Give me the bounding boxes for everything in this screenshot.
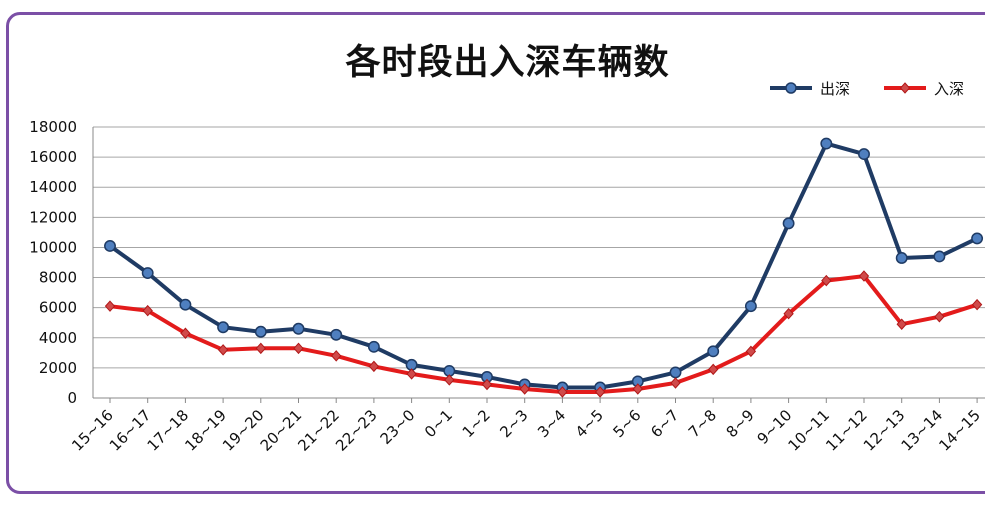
y-tick-label: 16000 xyxy=(29,148,77,166)
x-tick-label: 20~21 xyxy=(257,406,306,455)
data-point-rushen xyxy=(406,368,417,380)
y-tick-label: 12000 xyxy=(29,208,77,226)
data-point-rushen xyxy=(331,350,342,362)
data-point-rushen xyxy=(293,342,304,355)
x-tick-label: 1~2 xyxy=(459,406,494,441)
y-tick-label: 0 xyxy=(67,389,77,407)
x-tick-label: 4~5 xyxy=(572,406,607,441)
data-point-rushen xyxy=(368,360,380,373)
x-tick-label: 2~3 xyxy=(496,406,531,441)
x-tick-label: 15~16 xyxy=(68,406,117,455)
x-tick-label: 8~9 xyxy=(723,406,758,441)
x-tick-label: 6~7 xyxy=(647,406,682,441)
legend-label: 出深 xyxy=(820,80,850,98)
data-point-chushen xyxy=(820,137,833,150)
x-tick-label: 19~20 xyxy=(219,406,268,455)
x-tick-label: 16~17 xyxy=(106,406,155,455)
data-point-chushen xyxy=(179,298,192,311)
x-tick-label: 10~11 xyxy=(785,406,834,455)
x-tick-label: 11~12 xyxy=(822,406,871,455)
data-point-chushen xyxy=(895,252,908,264)
data-point-chushen xyxy=(330,328,343,341)
x-tick-label: 18~19 xyxy=(181,406,230,455)
data-point-rushen xyxy=(934,310,945,323)
data-point-rushen xyxy=(745,345,757,358)
data-point-chushen xyxy=(744,300,757,313)
data-point-chushen xyxy=(782,217,795,230)
x-tick-label: 14~15 xyxy=(935,406,984,455)
x-tick-label: 5~6 xyxy=(610,406,645,441)
x-tick-label: 3~4 xyxy=(534,406,569,441)
data-point-chushen xyxy=(217,321,230,334)
series-line-chushen xyxy=(108,141,980,390)
y-tick-label: 14000 xyxy=(29,178,77,196)
data-point-rushen xyxy=(971,298,983,311)
x-tick-label: 12~13 xyxy=(860,406,909,455)
data-point-rushen xyxy=(444,374,455,386)
legend-marker xyxy=(785,82,797,94)
data-point-rushen xyxy=(255,342,266,355)
data-point-rushen xyxy=(481,378,493,391)
data-point-chushen xyxy=(858,148,870,161)
legend-label: 入深 xyxy=(934,80,964,98)
y-tick-label: 18000 xyxy=(29,118,77,136)
data-point-rushen xyxy=(519,383,530,395)
data-point-rushen xyxy=(180,327,191,340)
data-point-chushen xyxy=(292,322,305,335)
data-point-rushen xyxy=(557,386,568,398)
data-point-rushen xyxy=(896,318,907,330)
data-point-rushen xyxy=(217,344,229,356)
x-tick-label: 13~14 xyxy=(898,406,947,455)
y-tick-label: 6000 xyxy=(39,299,77,317)
chart-frame xyxy=(6,12,985,494)
data-point-chushen xyxy=(669,366,682,379)
x-tick-label: 22~23 xyxy=(332,406,381,455)
data-point-chushen xyxy=(104,239,116,252)
data-point-rushen xyxy=(594,386,606,398)
y-tick-label: 4000 xyxy=(39,329,77,347)
data-point-chushen xyxy=(933,250,946,263)
x-tick-label: 21~22 xyxy=(294,406,343,455)
data-point-chushen xyxy=(254,325,267,338)
data-point-chushen xyxy=(141,267,154,279)
x-tick-label: 0~1 xyxy=(421,406,456,441)
x-tick-label: 17~18 xyxy=(144,406,193,455)
data-point-rushen xyxy=(783,307,794,320)
data-point-rushen xyxy=(142,304,153,317)
data-point-chushen xyxy=(367,340,380,353)
y-tick-label: 2000 xyxy=(39,359,77,377)
x-tick-label: 23~0 xyxy=(377,406,419,448)
data-point-rushen xyxy=(632,383,643,395)
data-point-rushen xyxy=(104,300,116,312)
legend-marker xyxy=(899,82,911,94)
data-point-chushen xyxy=(707,345,720,358)
x-tick-label: 7~8 xyxy=(685,406,720,441)
data-point-chushen xyxy=(971,232,984,245)
y-tick-label: 10000 xyxy=(29,238,77,256)
chart-title: 各时段出入深车辆数 xyxy=(345,42,670,83)
data-point-rushen xyxy=(670,377,681,389)
data-point-rushen xyxy=(858,270,870,282)
data-point-rushen xyxy=(708,363,719,376)
series-line-rushen xyxy=(108,274,980,394)
y-tick-label: 8000 xyxy=(39,269,77,287)
data-point-rushen xyxy=(821,274,832,287)
